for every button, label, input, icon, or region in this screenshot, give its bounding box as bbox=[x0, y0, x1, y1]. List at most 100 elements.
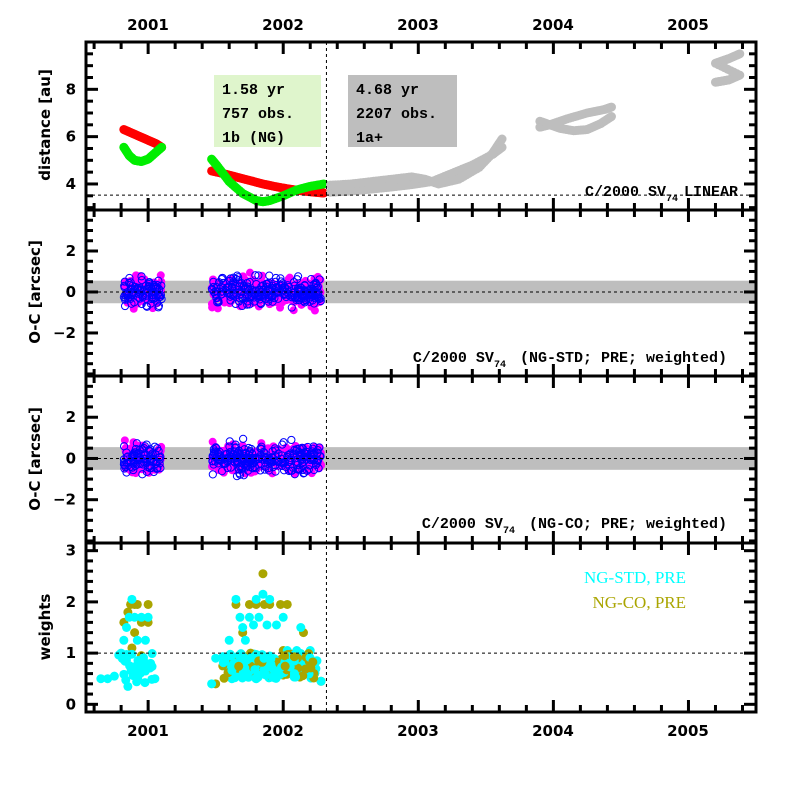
distance-point bbox=[606, 102, 616, 112]
residual-point bbox=[240, 445, 249, 454]
residual-point bbox=[300, 298, 309, 307]
residual-point bbox=[294, 272, 303, 281]
weight-point bbox=[258, 569, 268, 579]
residual-point bbox=[292, 460, 302, 470]
weight-point bbox=[244, 599, 254, 609]
weight-point bbox=[147, 674, 157, 684]
weight-point bbox=[237, 673, 247, 683]
ylabel-distance: distance [au] bbox=[36, 69, 54, 181]
weight-point bbox=[267, 663, 277, 673]
residual-point bbox=[294, 465, 303, 474]
residual-point bbox=[149, 282, 158, 291]
weight-point bbox=[280, 661, 290, 671]
weight-point bbox=[289, 669, 299, 679]
annotation-box-1 bbox=[214, 75, 321, 147]
residual-point bbox=[120, 442, 129, 451]
panel1-title-sub: 74 bbox=[666, 194, 678, 205]
residual-point bbox=[281, 462, 290, 472]
weight-point bbox=[103, 674, 113, 684]
weight-point bbox=[271, 620, 281, 630]
residual-point bbox=[267, 291, 276, 300]
weight-point bbox=[122, 623, 132, 632]
y-tick-label: 1 bbox=[66, 644, 76, 662]
data-marks bbox=[96, 49, 745, 691]
residual-point bbox=[268, 447, 277, 456]
top-year-label-2004: 2004 bbox=[532, 16, 574, 34]
residual-point bbox=[257, 442, 266, 451]
residual-point bbox=[234, 276, 243, 285]
y-tick-label: 0 bbox=[66, 283, 76, 301]
residual-point bbox=[283, 451, 292, 460]
residual-point bbox=[278, 279, 287, 288]
weight-point bbox=[134, 665, 144, 675]
top-year-label-2002: 2002 bbox=[262, 16, 304, 34]
weight-point bbox=[224, 635, 234, 645]
top-year-label-2005: 2005 bbox=[667, 16, 709, 34]
residual-point bbox=[120, 283, 129, 292]
distance-point bbox=[497, 134, 507, 144]
residual-point bbox=[212, 293, 221, 302]
y-tick-label: 4 bbox=[66, 175, 76, 193]
residual-point bbox=[226, 463, 235, 472]
residual-point bbox=[303, 442, 312, 452]
residual-point bbox=[142, 302, 152, 311]
weight-point bbox=[132, 635, 142, 645]
text-labels: 2001 2002 2003 2004 2005 2001 2002 2003 … bbox=[26, 16, 738, 740]
bottom-year-label-2001: 2001 bbox=[127, 722, 169, 740]
weight-point bbox=[119, 635, 129, 645]
residual-point bbox=[138, 290, 148, 299]
residual-point bbox=[243, 284, 252, 293]
residual-band-panel2 bbox=[86, 280, 756, 304]
residual-point bbox=[265, 271, 274, 280]
panel3-title: C/2000 SV74 (NG-CO; PRE; weighted) bbox=[422, 516, 727, 537]
ylabel-oc-ngstd: O-C [arcsec] bbox=[26, 240, 44, 344]
residual-point bbox=[248, 464, 257, 473]
panel2-title: C/2000 SV74 (NG-STD; PRE; weighted) bbox=[413, 350, 727, 371]
residual-point bbox=[223, 463, 232, 473]
legend-ng-co: NG-CO, PRE bbox=[592, 593, 686, 612]
weight-point bbox=[127, 594, 137, 604]
residual-point bbox=[241, 459, 250, 469]
ylabel-weights: weights bbox=[36, 594, 54, 661]
residual-point bbox=[209, 447, 219, 456]
residual-point bbox=[295, 296, 304, 305]
residual-point bbox=[265, 457, 274, 466]
panel1-title-tail: LINEAR bbox=[684, 184, 738, 201]
weight-point bbox=[254, 612, 264, 622]
panel1-title-main: C/2000 SV bbox=[585, 184, 666, 201]
residual-point bbox=[232, 458, 242, 467]
weight-point bbox=[238, 623, 248, 632]
residual-point bbox=[229, 288, 239, 298]
residual-point bbox=[137, 299, 146, 309]
panel3-title-sub: 74 bbox=[503, 526, 515, 537]
weight-point bbox=[289, 652, 299, 662]
weight-point bbox=[254, 670, 264, 680]
residual-point bbox=[125, 273, 134, 283]
weight-point bbox=[259, 665, 269, 675]
residual-point bbox=[207, 284, 217, 294]
weight-point bbox=[231, 594, 241, 604]
residual-point bbox=[255, 285, 264, 294]
weight-point bbox=[235, 612, 245, 622]
residual-point bbox=[282, 292, 291, 302]
residual-point bbox=[242, 292, 251, 302]
residual-point bbox=[298, 443, 307, 452]
weight-point bbox=[316, 676, 326, 686]
panel1-title: C/2000 SV74 LINEAR bbox=[585, 184, 738, 205]
panel2-title-main: C/2000 SV bbox=[413, 350, 494, 367]
residual-point bbox=[239, 434, 248, 443]
weight-point bbox=[262, 620, 272, 630]
residual-point bbox=[237, 453, 246, 462]
y-tick-label: 2 bbox=[66, 408, 76, 426]
residual-point bbox=[299, 297, 309, 306]
residual-point bbox=[308, 289, 317, 298]
weight-point bbox=[282, 599, 292, 609]
residual-point bbox=[120, 461, 129, 470]
residual-point bbox=[228, 280, 237, 289]
residual-point bbox=[257, 287, 266, 297]
residual-point bbox=[225, 437, 234, 446]
residual-point bbox=[134, 283, 143, 292]
residual-point bbox=[138, 470, 147, 479]
box2-line2: 2207 obs. bbox=[356, 106, 437, 123]
residual-point bbox=[257, 460, 266, 469]
